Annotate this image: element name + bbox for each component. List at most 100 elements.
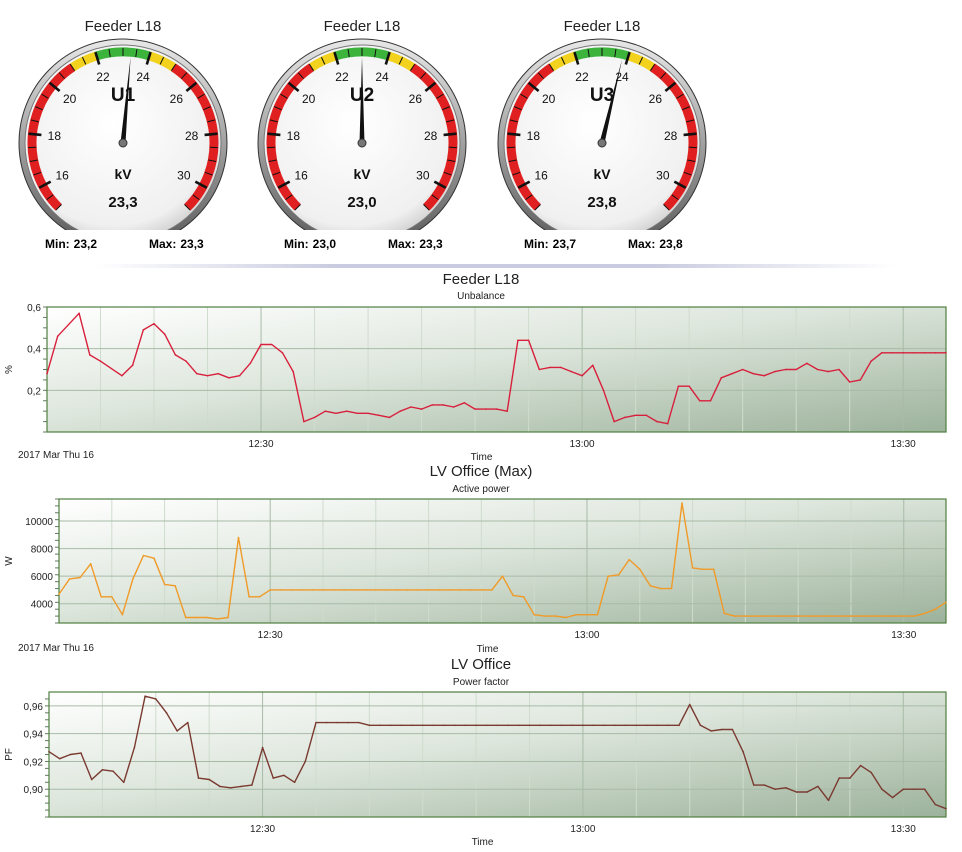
data-point xyxy=(635,724,638,727)
gauge-tick xyxy=(512,171,521,176)
x-axis-label: Time xyxy=(472,837,494,848)
gauge-tick xyxy=(507,132,521,137)
data-point xyxy=(571,724,574,727)
data-point xyxy=(368,724,371,727)
data-point xyxy=(480,589,483,591)
gauge-needle xyxy=(359,57,365,143)
x-tick-label: 12:30 xyxy=(258,630,283,641)
data-point xyxy=(848,381,851,383)
data-point xyxy=(710,730,712,732)
data-point xyxy=(667,724,670,727)
data-point xyxy=(491,589,493,591)
chart-title: LV Office (Max) xyxy=(429,463,533,480)
data-point xyxy=(438,589,440,591)
gauge-tick xyxy=(94,51,101,65)
gauge-tick-label: 30 xyxy=(656,169,670,183)
gauge-tick-label: 24 xyxy=(136,70,150,84)
chart-subtitle: Unbalance xyxy=(457,291,505,302)
data-point xyxy=(121,613,124,616)
data-point xyxy=(656,420,658,423)
gauge-min-value: 23,2 xyxy=(73,237,98,251)
data-point xyxy=(495,408,498,410)
gauge-tick xyxy=(287,81,300,92)
data-point xyxy=(850,615,852,617)
data-point xyxy=(691,567,694,569)
data-point xyxy=(699,399,701,402)
y-tick-label: 0,92 xyxy=(24,757,44,768)
data-point xyxy=(795,791,798,793)
data-point xyxy=(206,616,208,619)
data-point xyxy=(838,368,840,371)
gauge-max: Max: 23,3 xyxy=(388,237,443,251)
data-point xyxy=(90,778,93,781)
data-point xyxy=(272,777,275,779)
data-point xyxy=(99,360,102,362)
x-axis-label: Time xyxy=(477,644,499,655)
plot-border xyxy=(46,306,947,433)
data-point xyxy=(420,408,423,410)
data-point xyxy=(688,385,690,387)
gauge-tick xyxy=(443,171,452,176)
gauge-u1: Feeder L18 16 18 20 22 24 26 28 30 U1 kV 23,3 Min:… xyxy=(3,0,243,262)
data-point xyxy=(628,558,631,561)
y-tick-label: 0,4 xyxy=(27,345,41,356)
gauge-tick xyxy=(420,72,427,79)
data-point xyxy=(720,728,723,731)
data-point xyxy=(518,724,520,727)
data-point xyxy=(517,339,519,342)
data-point xyxy=(501,575,504,577)
gauge-hub xyxy=(118,138,128,148)
data-point xyxy=(881,788,883,791)
data-point xyxy=(617,573,620,576)
data-point xyxy=(431,404,434,406)
data-point xyxy=(453,724,456,727)
gauge-tick-label: 20 xyxy=(542,92,556,106)
data-point xyxy=(311,589,314,591)
gauge-max-value: 23,3 xyxy=(419,237,443,251)
data-point xyxy=(786,615,789,617)
data-point xyxy=(227,616,229,619)
data-point xyxy=(377,414,380,417)
data-point xyxy=(829,615,831,617)
data-point xyxy=(752,372,755,375)
data-point xyxy=(79,576,81,579)
gauge-tick-label: 28 xyxy=(664,129,678,143)
data-point xyxy=(731,728,734,731)
data-point xyxy=(486,724,488,727)
data-point xyxy=(624,724,627,727)
gauge-tick xyxy=(29,159,38,163)
y-tick-label: 10000 xyxy=(25,517,53,528)
data-point xyxy=(565,616,567,619)
data-point xyxy=(251,784,253,786)
data-point xyxy=(776,615,778,617)
gauge-tick xyxy=(69,63,76,71)
data-point xyxy=(174,354,177,356)
data-point xyxy=(533,613,535,616)
gauge-tick xyxy=(398,56,404,65)
data-point xyxy=(774,788,776,791)
data-point xyxy=(463,402,466,404)
data-point xyxy=(839,615,842,617)
gauge-tick xyxy=(347,48,350,58)
data-point xyxy=(364,589,367,591)
x-axis-label: Time xyxy=(471,452,493,463)
gauge-tick xyxy=(374,48,377,58)
data-point xyxy=(720,377,723,379)
data-point xyxy=(219,785,221,788)
gauge-tick xyxy=(277,180,291,189)
data-point xyxy=(934,608,937,611)
gauge-tick-label: 30 xyxy=(177,169,191,183)
gauge-tick xyxy=(520,93,528,99)
data-point xyxy=(357,721,360,724)
gauge-tick xyxy=(48,81,61,92)
gauge-unit: kV xyxy=(114,166,132,182)
gauge-tick xyxy=(272,171,281,176)
plot-area xyxy=(59,499,946,623)
data-point xyxy=(443,724,445,727)
data-point xyxy=(237,536,240,539)
data-point xyxy=(656,724,659,727)
data-point xyxy=(379,724,381,727)
gauge-tick xyxy=(170,63,177,71)
data-point xyxy=(586,613,588,616)
data-point xyxy=(934,803,937,806)
